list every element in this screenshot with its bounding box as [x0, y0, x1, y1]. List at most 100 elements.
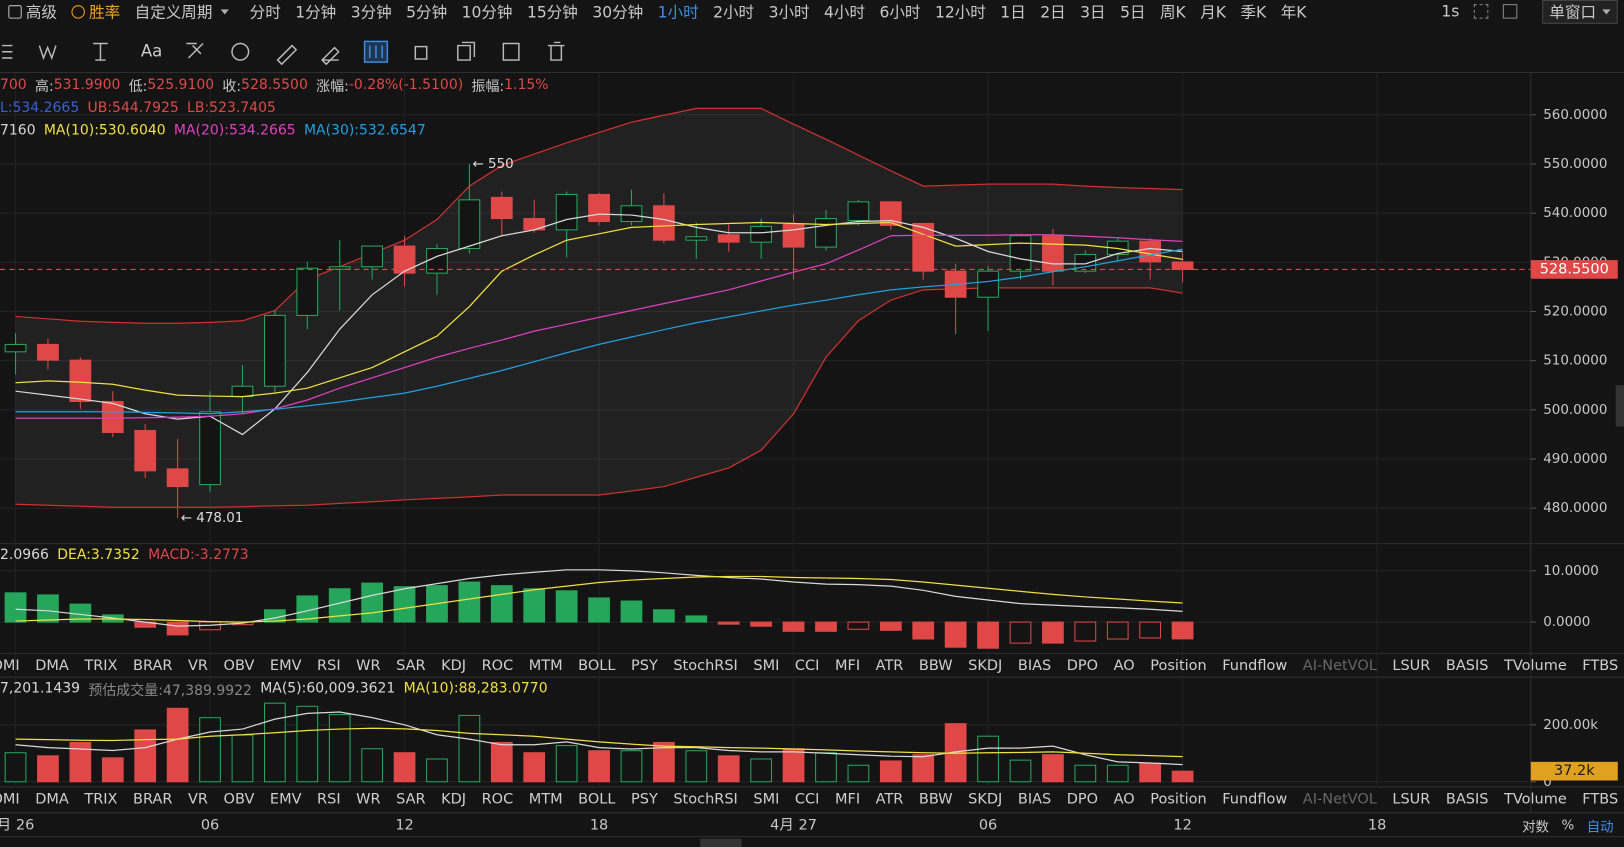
period-tab[interactable]: 4小时	[824, 2, 865, 22]
period-tab[interactable]: 季K	[1240, 2, 1267, 22]
indicator-tab[interactable]: BBW	[918, 657, 953, 675]
indicator-tab[interactable]: KDJ	[441, 657, 467, 675]
indicator-tab[interactable]: DMA	[35, 657, 69, 675]
indicator-tab[interactable]: MFI	[834, 657, 861, 675]
indicator-tab[interactable]: BASIS	[1445, 791, 1489, 808]
indicator-tab[interactable]: ROC	[481, 791, 514, 808]
indicator-tab[interactable]: WR	[356, 791, 381, 808]
indicator-tab[interactable]: SMI	[753, 791, 780, 808]
period-tab[interactable]: 3分钟	[350, 2, 392, 22]
side-handle[interactable]	[1615, 385, 1624, 427]
indicator-tab[interactable]: SAR	[396, 657, 426, 675]
tool-icon[interactable]	[457, 41, 476, 61]
period-tab[interactable]: 年K	[1280, 2, 1307, 22]
indicator-tab[interactable]: DMA	[35, 791, 69, 808]
period-tab[interactable]: 10分钟	[461, 2, 513, 22]
tool-icon[interactable]	[231, 42, 250, 61]
indicator-tab[interactable]: FTBS	[1582, 791, 1619, 808]
indicator-tab[interactable]: TRIX	[84, 791, 118, 808]
indicator-tab[interactable]: Fundflow	[1222, 791, 1288, 808]
indicator-tab[interactable]: BIAS	[1017, 791, 1052, 808]
indicator-tab[interactable]: TVolume	[1503, 791, 1567, 808]
indicator-tab[interactable]: BBW	[918, 791, 953, 808]
indicator-tab[interactable]: LSUR	[1392, 791, 1431, 808]
indicator-tab[interactable]: BRAR	[133, 791, 173, 808]
indicator-tab[interactable]: LSUR	[1392, 657, 1431, 675]
period-tab[interactable]: 5分钟	[406, 2, 448, 22]
indicator-tab[interactable]: RSI	[317, 791, 341, 808]
menu-item[interactable]: 高级	[25, 2, 57, 22]
indicator-tab[interactable]: PSY	[630, 657, 658, 675]
indicator-tab[interactable]: ATR	[875, 657, 904, 675]
menu-item[interactable]: 自定义周期	[134, 2, 213, 22]
indicator-tab[interactable]: BRAR	[133, 657, 173, 675]
period-tab[interactable]: 周K	[1159, 2, 1186, 22]
indicator-tab[interactable]: AO	[1113, 657, 1135, 675]
indicator-tab[interactable]: StochRSI	[673, 657, 738, 675]
indicator-tab[interactable]: StochRSI	[673, 791, 738, 808]
period-tab[interactable]: 1日	[1000, 2, 1026, 22]
indicator-tab[interactable]: EMV	[269, 657, 302, 675]
indicator-tab[interactable]: VR	[187, 657, 209, 675]
period-tab[interactable]: 12小时	[934, 2, 986, 22]
indicator-tab[interactable]: SKDJ	[968, 657, 1003, 675]
period-tab[interactable]: 3日	[1080, 2, 1106, 22]
period-tab[interactable]: 2日	[1040, 2, 1066, 22]
period-tab[interactable]: 1小时	[657, 2, 699, 22]
tool-icon[interactable]	[414, 45, 428, 60]
period-tab[interactable]: 2小时	[713, 2, 755, 22]
tool-icon[interactable]	[276, 44, 298, 66]
indicator-tab[interactable]: BASIS	[1445, 657, 1489, 675]
indicator-tab[interactable]: SMI	[753, 657, 780, 675]
refresh-rate[interactable]: 1s	[1441, 2, 1460, 21]
period-tab[interactable]: 15分钟	[526, 2, 578, 22]
tool-icon[interactable]	[38, 45, 57, 61]
indicator-tab[interactable]: SAR	[396, 791, 426, 808]
period-tab[interactable]: 月K	[1200, 2, 1226, 22]
indicator-tab[interactable]: AI-NetVOL	[1302, 791, 1377, 808]
axis-control[interactable]: %	[1561, 817, 1575, 834]
indicator-tab[interactable]: EMV	[269, 791, 302, 808]
menu-item[interactable]: 胜率	[89, 2, 121, 22]
text-tool[interactable]: Aa	[141, 41, 162, 60]
indicator-tab[interactable]: MTM	[528, 791, 563, 808]
axis-control[interactable]: 对数	[1522, 819, 1550, 836]
tool-icon[interactable]	[2, 44, 13, 59]
indicator-tab[interactable]: ATR	[875, 791, 904, 808]
indicator-tab[interactable]: PSY	[630, 791, 658, 808]
tool-icon[interactable]	[186, 42, 204, 59]
indicator-tab[interactable]: TVolume	[1503, 657, 1567, 675]
indicator-tab[interactable]: WR	[356, 657, 381, 675]
period-tab[interactable]: 1分钟	[295, 2, 337, 22]
period-tab[interactable]: 6小时	[879, 2, 921, 22]
indicator-tab[interactable]: SKDJ	[968, 791, 1003, 808]
tool-icon[interactable]	[502, 42, 520, 61]
indicator-tab[interactable]: OBV	[223, 657, 255, 675]
indicator-tab[interactable]: ROC	[481, 657, 514, 675]
indicator-tab[interactable]: Position	[1150, 657, 1207, 675]
indicator-tab[interactable]: CCI	[794, 791, 820, 808]
indicator-tab[interactable]: KDJ	[441, 791, 467, 808]
indicator-tab[interactable]: CCI	[794, 657, 820, 675]
axis-control[interactable]: 自动	[1586, 819, 1614, 836]
indicator-tab[interactable]: AO	[1113, 791, 1135, 808]
tool-icon[interactable]	[547, 41, 565, 61]
indicator-tab[interactable]: MTM	[528, 657, 563, 675]
period-tab[interactable]: 3小时	[768, 2, 810, 22]
bottom-handle[interactable]	[700, 838, 742, 847]
indicator-tab[interactable]: Position	[1150, 791, 1207, 808]
indicator-tab[interactable]: VR	[187, 791, 209, 808]
period-tab[interactable]: 分时	[249, 2, 281, 22]
indicator-tab[interactable]: FTBS	[1582, 657, 1619, 675]
period-tab[interactable]: 30分钟	[592, 2, 644, 22]
indicator-tab[interactable]: DMI	[0, 657, 20, 675]
tool-icon[interactable]	[321, 46, 340, 66]
indicator-tab[interactable]: DMI	[0, 791, 20, 808]
indicator-tab[interactable]: BOLL	[578, 791, 616, 808]
indicator-tab[interactable]: OBV	[223, 791, 255, 808]
window-select[interactable]: 单窗口	[1542, 0, 1618, 24]
indicator-tab[interactable]: AI-NetVOL	[1302, 657, 1377, 675]
indicator-tab[interactable]: Fundflow	[1222, 657, 1288, 675]
indicator-tab[interactable]: MFI	[834, 791, 861, 808]
indicator-tab[interactable]: RSI	[317, 657, 341, 675]
